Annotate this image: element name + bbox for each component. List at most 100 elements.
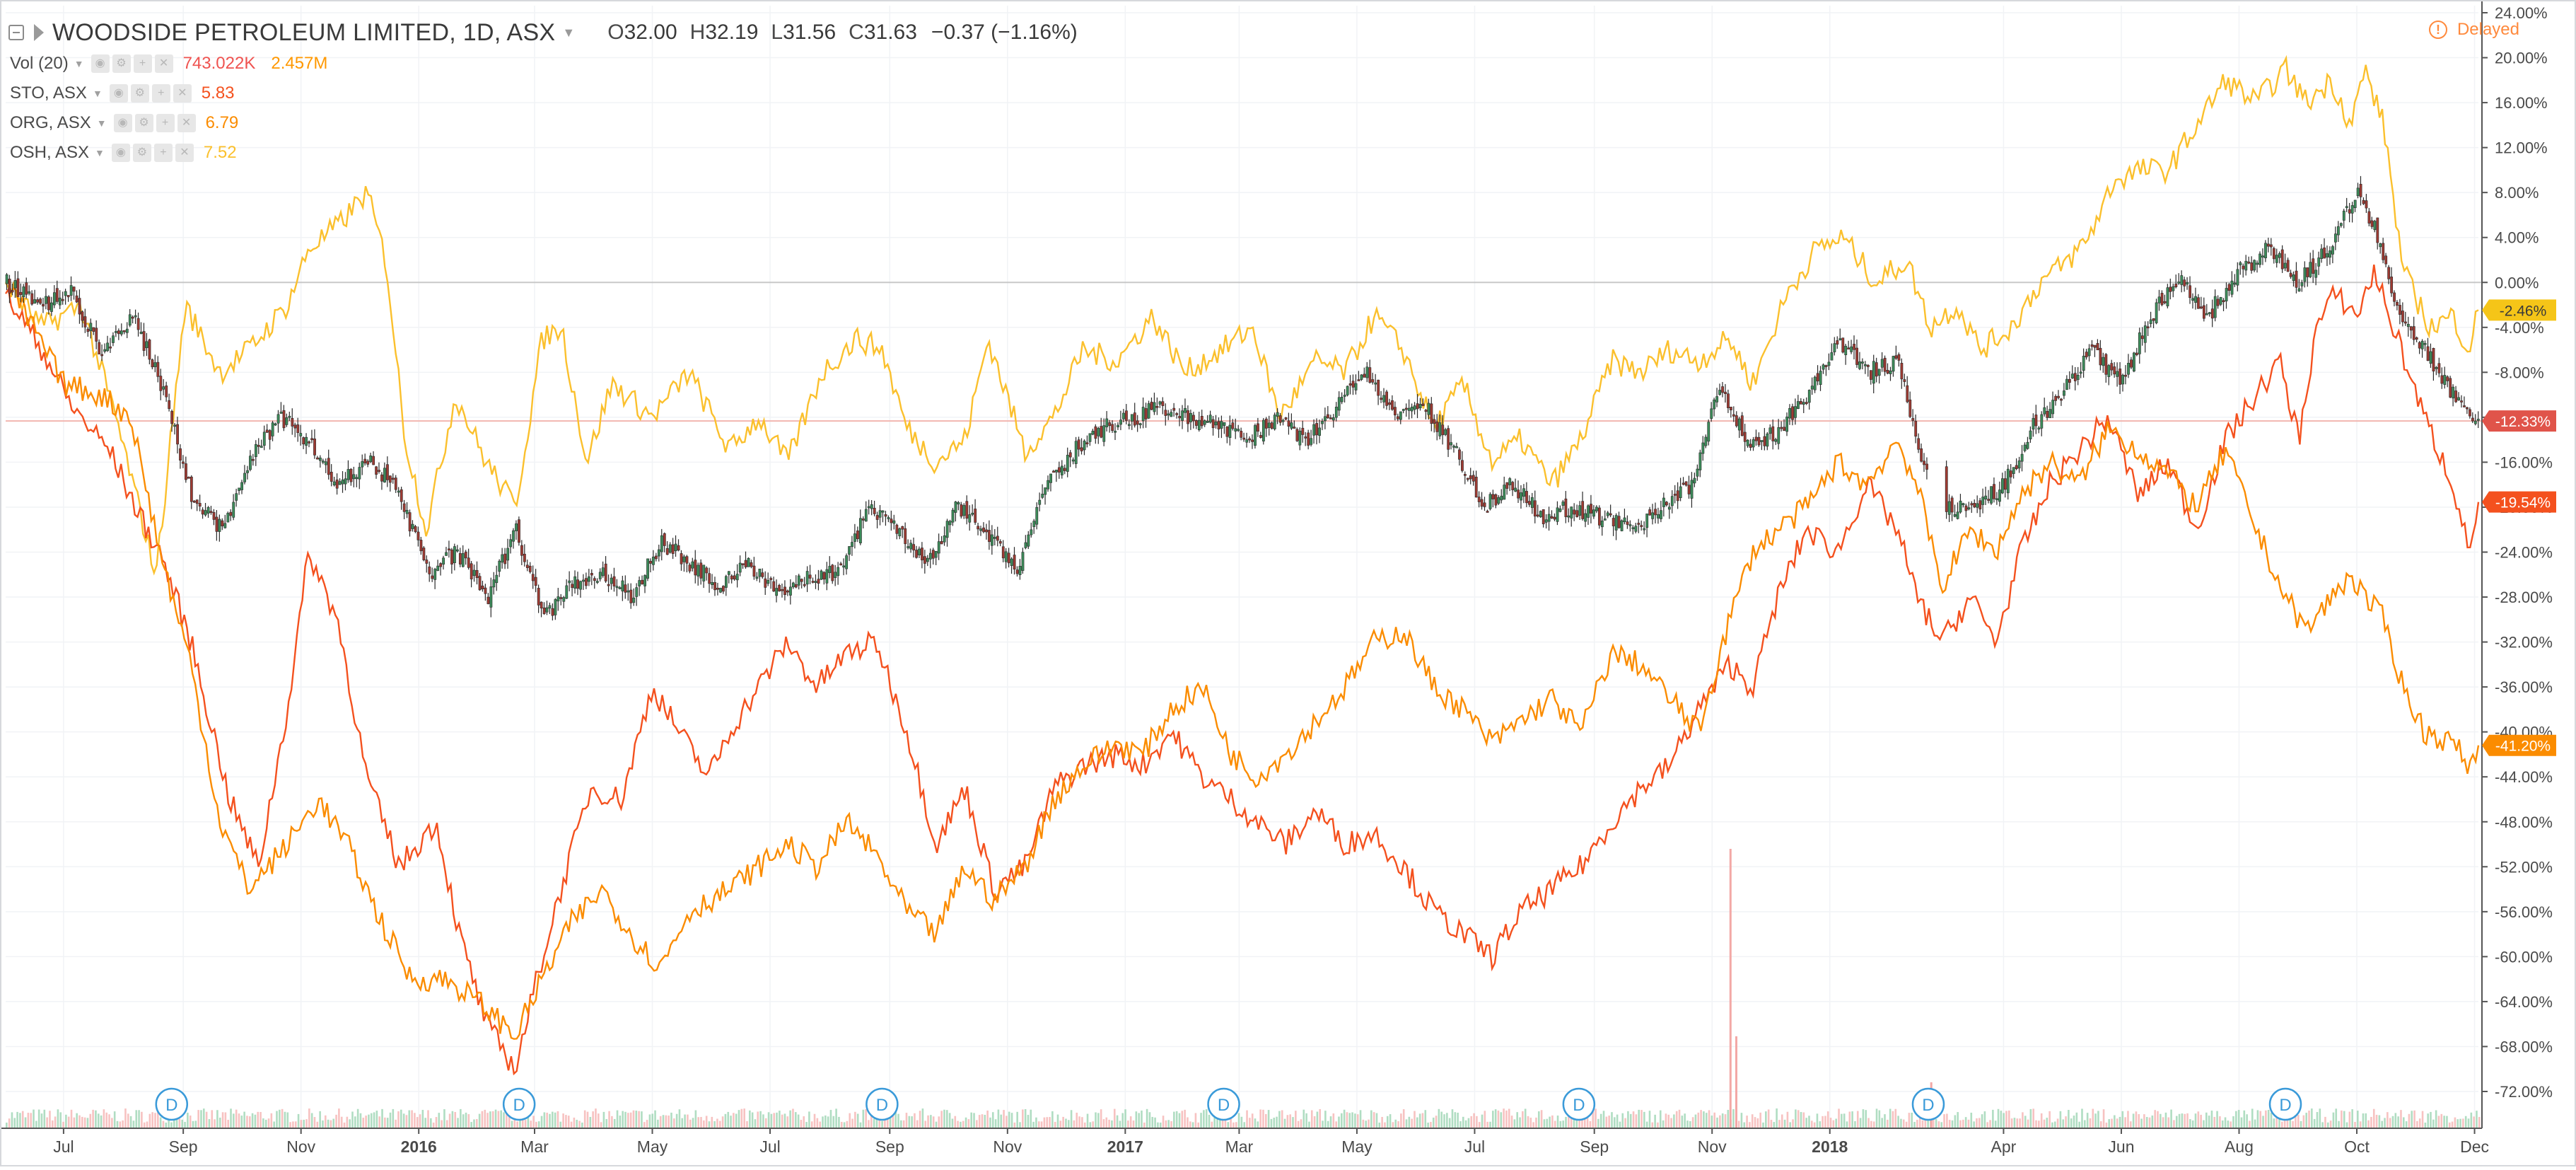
volume-bar: [448, 1113, 451, 1128]
change-value: −0.37 (−1.16%): [931, 21, 1078, 44]
volume-bar: [1010, 1113, 1013, 1128]
volume-bar: [1729, 849, 1732, 1128]
candle-body: [1807, 390, 1811, 403]
plus-icon[interactable]: +: [156, 114, 175, 132]
volume-bar: [1181, 1111, 1184, 1128]
eye-icon[interactable]: ◉: [91, 54, 110, 73]
candle-body: [173, 424, 177, 427]
volume-bar: [1443, 1114, 1445, 1128]
candle-body: [1030, 529, 1033, 535]
candle-body: [2306, 267, 2309, 277]
candle-body: [1360, 374, 1363, 380]
volume-bar: [2332, 1112, 2335, 1128]
candle-body: [2040, 414, 2044, 429]
study-name[interactable]: Vol (20): [10, 54, 69, 73]
candle-body: [159, 376, 163, 391]
volume-bar: [175, 1114, 178, 1128]
volume-bar: [632, 1110, 635, 1128]
gear-icon[interactable]: ⚙: [112, 54, 131, 73]
volume-bar: [1859, 1118, 1862, 1128]
volume-bar: [767, 1112, 770, 1128]
volume-bar: [384, 1117, 386, 1128]
eye-icon[interactable]: ◉: [113, 114, 132, 132]
plus-icon[interactable]: +: [153, 144, 173, 162]
candle-body: [884, 514, 887, 517]
chevron-down-icon[interactable]: ▼: [95, 147, 105, 158]
candle-body: [8, 279, 11, 294]
candle-body: [2026, 441, 2029, 449]
candle-body: [845, 555, 849, 569]
study-row[interactable]: ORG, ASX ▼ ◉ ⚙ + ✕ 6.79: [10, 110, 254, 136]
candle-body: [1083, 441, 1086, 451]
candle-body: [1321, 421, 1324, 424]
candle-body: [2227, 284, 2231, 291]
volume-bar: [2391, 1116, 2394, 1128]
candle-body: [551, 608, 554, 616]
last-value-tag: [2482, 410, 2556, 432]
candle-body: [1217, 421, 1220, 429]
candlesticks: [5, 175, 2480, 621]
collapse-legend-button[interactable]: [8, 25, 24, 40]
study-name[interactable]: STO, ASX: [10, 83, 87, 103]
close-icon[interactable]: ✕: [173, 84, 192, 103]
volume-bar: [657, 1119, 659, 1128]
delayed-badge[interactable]: ! Delayed: [2428, 16, 2519, 44]
volume-bar: [303, 1119, 305, 1128]
candle-body: [988, 530, 991, 543]
study-row[interactable]: STO, ASX ▼ ◉ ⚙ + ✕ 5.83: [10, 81, 250, 106]
chevron-down-icon[interactable]: ▼: [74, 58, 84, 69]
study-name[interactable]: ORG, ASX: [10, 113, 91, 132]
candle-body: [2001, 478, 2004, 494]
candle-body: [1732, 414, 1735, 417]
volume-bar: [2162, 1117, 2164, 1128]
candle-body: [1257, 423, 1259, 432]
candle-body: [1063, 468, 1066, 471]
y-tick-label: -48.00%: [2495, 813, 2553, 831]
symbol-title[interactable]: WOODSIDE PETROLEUM LIMITED, 1D, ASX: [52, 18, 556, 46]
volume-bar: [1813, 1122, 1816, 1128]
plus-icon[interactable]: +: [151, 84, 170, 103]
study-row[interactable]: OSH, ASX ▼ ◉ ⚙ + ✕ 7.52: [10, 140, 252, 166]
chevron-down-icon[interactable]: ▼: [562, 25, 576, 40]
close-icon[interactable]: ✕: [154, 54, 173, 73]
candle-body: [252, 458, 255, 461]
volume-bar: [1918, 1111, 1921, 1128]
candle-body: [2317, 257, 2321, 267]
gear-icon[interactable]: ⚙: [130, 84, 149, 103]
volume-bar: [1070, 1110, 1073, 1128]
eye-icon[interactable]: ◉: [111, 144, 130, 162]
volume-bar: [30, 1113, 32, 1128]
volume-bar: [2254, 1119, 2256, 1128]
study-row[interactable]: Vol (20) ▼ ◉ ⚙ + ✕ 743.022K 2.457M: [10, 51, 343, 76]
candle-body: [512, 530, 515, 542]
chevron-down-icon[interactable]: ▼: [96, 117, 107, 129]
eye-icon[interactable]: ◉: [109, 84, 128, 103]
flag-icon[interactable]: [34, 24, 44, 41]
volume-bar: [916, 1120, 919, 1128]
volume-bar: [1430, 1122, 1432, 1128]
gear-icon[interactable]: ⚙: [134, 114, 153, 132]
candle-body: [1841, 337, 1845, 353]
candle-body: [1035, 506, 1039, 525]
volume-bar: [565, 1115, 567, 1128]
volume-bar: [1673, 1114, 1675, 1128]
candle-body: [713, 582, 716, 591]
volume-bar: [1148, 1112, 1151, 1128]
volume-bar: [2424, 1122, 2427, 1128]
study-name[interactable]: OSH, ASX: [10, 143, 90, 162]
candle-body: [1085, 442, 1089, 444]
candle-body: [912, 544, 916, 551]
plus-icon[interactable]: +: [133, 54, 152, 73]
volume-bar: [1710, 1116, 1713, 1128]
candle-body: [1645, 514, 1649, 528]
close-icon[interactable]: ✕: [177, 114, 196, 132]
candle-body: [39, 299, 42, 304]
candle-body: [1184, 407, 1187, 413]
close-icon[interactable]: ✕: [175, 144, 194, 162]
chevron-down-icon[interactable]: ▼: [92, 88, 103, 99]
x-tick-label: 2016: [401, 1137, 437, 1156]
gear-icon[interactable]: ⚙: [132, 144, 151, 162]
candle-body: [1458, 449, 1461, 460]
volume-bar: [1781, 1114, 1783, 1128]
